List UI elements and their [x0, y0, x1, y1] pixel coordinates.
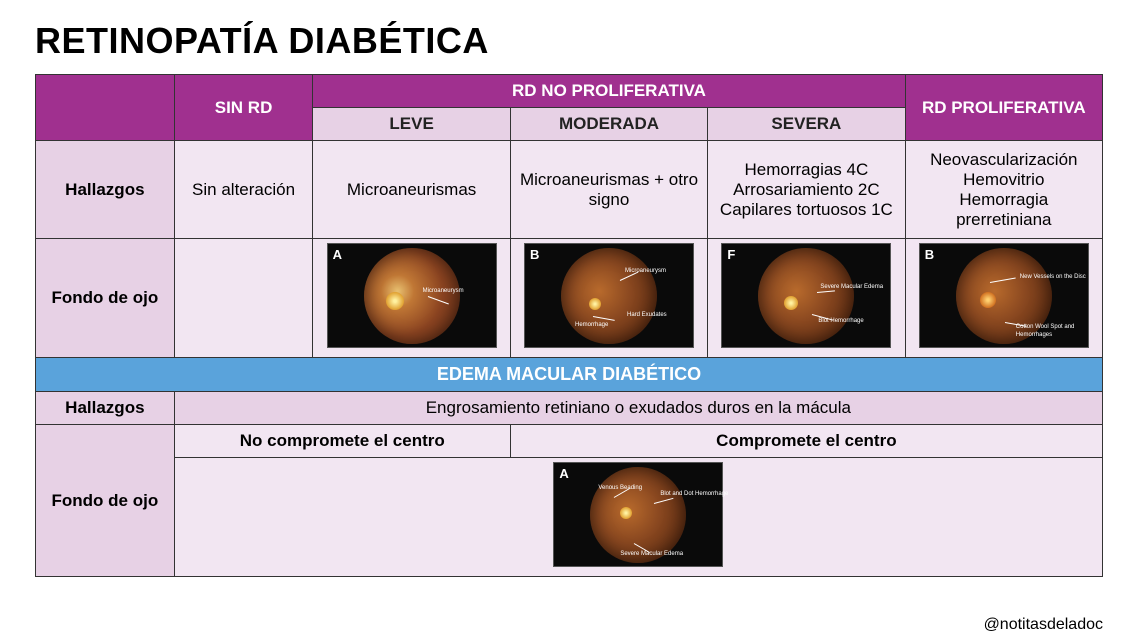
fundus-tag: A [333, 247, 342, 262]
fundus-image-leve: A Microaneurysm [327, 243, 497, 348]
header-no-proliferativa: RD NO PROLIFERATIVA [313, 75, 905, 108]
cell-edema-fondo: A Venous Beading Blot and Dot Hemorrhage… [174, 458, 1102, 577]
classification-table: SIN RD RD NO PROLIFERATIVA RD PROLIFERAT… [35, 74, 1103, 577]
row-edema-fondo-label: Fondo de ojo [36, 425, 175, 577]
header-leve: LEVE [313, 108, 510, 141]
header-blank [36, 75, 175, 141]
fundus-tag: A [559, 466, 568, 481]
cell-edema-hallazgos: Engrosamiento retiniano o exudados duros… [174, 392, 1102, 425]
fundus-tag: F [727, 247, 735, 262]
row-fondo-label: Fondo de ojo [36, 239, 175, 358]
cell-hallazgos-severa: Hemorragias 4C Arrosariamiento 2C Capila… [708, 141, 905, 239]
fundus-image-proliferativa: B New Vessels on the Disc Cotton Wool Sp… [919, 243, 1089, 348]
cell-hallazgos-sin: Sin alteración [174, 141, 313, 239]
cell-fondo-severa: F Severe Macular Edema Blot Hemorrhage [708, 239, 905, 358]
edema-title: EDEMA MACULAR DIABÉTICO [36, 358, 1103, 392]
cell-fondo-leve: A Microaneurysm [313, 239, 510, 358]
header-no-centro: No compromete el centro [174, 425, 510, 458]
cell-fondo-sin [174, 239, 313, 358]
cell-hallazgos-leve: Microaneurismas [313, 141, 510, 239]
fundus-image-edema: A Venous Beading Blot and Dot Hemorrhage… [553, 462, 723, 567]
header-sin-rd: SIN RD [174, 75, 313, 141]
cell-fondo-moderada: B Microaneurysm Hemorrhage Hard Exudates [510, 239, 707, 358]
cell-hallazgos-proliferativa: Neovascularización Hemovitrio Hemorragia… [905, 141, 1102, 239]
row-edema-hallazgos-label: Hallazgos [36, 392, 175, 425]
cell-fondo-proliferativa: B New Vessels on the Disc Cotton Wool Sp… [905, 239, 1102, 358]
page-title: RETINOPATÍA DIABÉTICA [35, 20, 1103, 62]
fundus-tag: B [925, 247, 934, 262]
fundus-tag: B [530, 247, 539, 262]
header-proliferativa: RD PROLIFERATIVA [905, 75, 1102, 141]
cell-hallazgos-moderada: Microaneurismas + otro signo [510, 141, 707, 239]
header-centro: Compromete el centro [510, 425, 1102, 458]
header-moderada: MODERADA [510, 108, 707, 141]
row-hallazgos-label: Hallazgos [36, 141, 175, 239]
credit: @notitasdeladoc [984, 616, 1103, 634]
header-severa: SEVERA [708, 108, 905, 141]
fundus-image-moderada: B Microaneurysm Hemorrhage Hard Exudates [524, 243, 694, 348]
fundus-image-severa: F Severe Macular Edema Blot Hemorrhage [721, 243, 891, 348]
